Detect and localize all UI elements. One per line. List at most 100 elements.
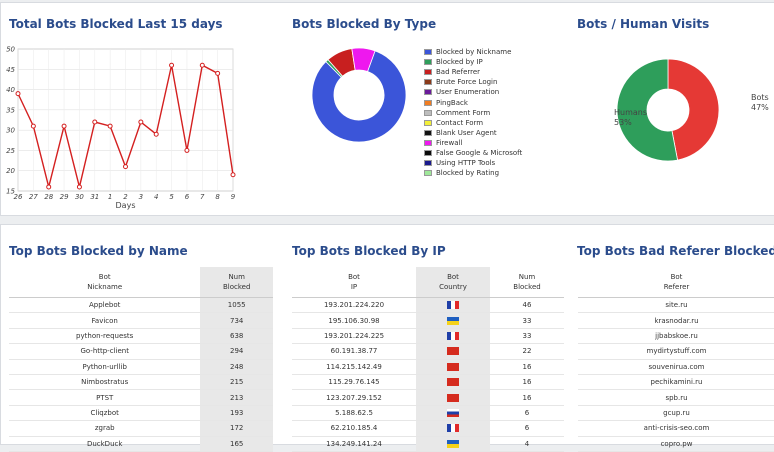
- ip-title: Top Bots Blocked By IP: [292, 244, 446, 258]
- blocked-by-type-donut: [311, 47, 407, 143]
- table-row: souvenirua.com: [578, 359, 774, 375]
- data-point: [30, 123, 36, 129]
- y-tick-label: 40: [6, 86, 15, 94]
- ip-cell: 115.29.76.145: [292, 374, 416, 391]
- country-cell: [416, 374, 490, 391]
- x-tick-label: 27: [29, 193, 38, 201]
- ip-header: Num Blocked: [490, 267, 564, 298]
- legend-item: Brute Force Login: [424, 77, 522, 87]
- top-panel: Total Bots Blocked Last 15 days 15 20 25 30…: [0, 2, 774, 216]
- x-tick-label: 28: [44, 193, 53, 201]
- names-cell: 734: [200, 312, 273, 329]
- table-row: mydirtystuff.com: [578, 343, 774, 360]
- ip-header: Bot IP: [292, 267, 416, 298]
- x-axis-label: Days: [116, 201, 136, 210]
- names-cell: python-requests: [9, 328, 201, 345]
- names-header: Num Blocked: [200, 267, 273, 298]
- referer-cell: pechikamini.ru: [578, 374, 774, 391]
- referer-cell: spb.ru: [578, 389, 774, 406]
- legend-swatch: [424, 79, 432, 86]
- header-label: Num: [228, 273, 245, 281]
- names-cell: 248: [200, 359, 273, 375]
- table-row: 195.106.30.98 33: [292, 312, 564, 329]
- legend-swatch: [424, 109, 432, 116]
- table-row: jjbabskoe.ru: [578, 328, 774, 345]
- names-cell: 215: [200, 374, 273, 391]
- slice-blocked-by-nickname: [311, 50, 407, 143]
- type-title: Bots Blocked By Type: [292, 17, 437, 31]
- names-cell: Python-urllib: [9, 359, 201, 375]
- table-row: copro.pw: [578, 436, 774, 452]
- legend-item: Blocked by Nickname: [424, 47, 522, 57]
- flag-icon-cn: [447, 393, 459, 402]
- table-row: zgrab 172: [9, 420, 273, 437]
- names-cell: PTST: [9, 389, 201, 406]
- bottom-panel: Top Bots Blocked by Name Bot Nickname Num B…: [0, 224, 774, 452]
- names-cell: 193: [200, 405, 273, 422]
- referer-cell: souvenirua.com: [578, 359, 774, 375]
- legend-label: False Google & Microsoft: [436, 148, 523, 157]
- slice-humans: [616, 58, 679, 162]
- x-tick-label: 30: [75, 193, 84, 201]
- referer-cell: jjbabskoe.ru: [578, 328, 774, 345]
- x-tick-label: 4: [154, 193, 158, 201]
- header-label: IP: [350, 283, 358, 291]
- legend-swatch: [424, 129, 432, 136]
- header-label: Bot: [670, 273, 683, 281]
- table-row: 193.201.224.220 46: [292, 297, 564, 314]
- legend-item: PingBack: [424, 97, 522, 107]
- country-cell: [416, 405, 490, 422]
- country-cell: [416, 359, 490, 375]
- ip-cell: 193.201.224.220: [292, 297, 416, 314]
- legend-swatch: [424, 69, 432, 76]
- referer-cell: anti-crisis-seo.com: [578, 420, 774, 437]
- table-row: anti-crisis-seo.com: [578, 420, 774, 437]
- names-cell: Applebot: [9, 297, 201, 314]
- legend-item: Using HTTP Tools: [424, 158, 522, 168]
- x-tick-label: 26: [14, 193, 23, 201]
- x-tick-label: 2: [123, 193, 128, 201]
- x-tick-label: 31: [90, 193, 99, 201]
- legend-label: Brute Force Login: [436, 78, 498, 87]
- y-tick-label: 30: [6, 127, 15, 135]
- flag-icon-cn: [447, 347, 459, 356]
- legend-swatch: [424, 49, 432, 56]
- table-row: 114.215.142.49 16: [292, 359, 564, 375]
- flag-icon-cn: [447, 378, 459, 387]
- x-tick-label: 9: [231, 193, 236, 201]
- names-cell: Favicon: [9, 312, 201, 329]
- referer-table: Bot Referer site.ru krasnodar.ru jjbabskoe.r…: [578, 267, 774, 452]
- names-cell: Cliqzbot: [9, 405, 201, 422]
- x-tick-label: 3: [139, 193, 143, 201]
- table-row: 134.249.141.24 4: [292, 436, 564, 452]
- ip-cell: 123.207.29.152: [292, 389, 416, 406]
- legend-swatch: [424, 59, 432, 66]
- referer-cell: krasnodar.ru: [578, 312, 774, 329]
- header-label: Country: [439, 283, 467, 291]
- flag-icon-fr: [447, 331, 459, 340]
- table-row: Applebot 1055: [9, 297, 273, 314]
- table-row: pechikamini.ru: [578, 374, 774, 391]
- legend-swatch: [424, 119, 432, 126]
- humans-percent: 53%: [614, 118, 632, 127]
- legend-swatch: [424, 170, 432, 177]
- flag-icon-fr: [447, 424, 459, 433]
- ip-cell: 62.210.185.4: [292, 420, 416, 437]
- names-cell: DuckDuck: [9, 436, 201, 452]
- header-label: Blocked: [513, 283, 541, 291]
- x-tick-label: 7: [200, 193, 205, 201]
- total-blocked-title: Total Bots Blocked Last 15 days: [9, 17, 223, 31]
- table-row: gcup.ru: [578, 405, 774, 422]
- x-tick-label: 6: [185, 193, 190, 201]
- y-tick-label: 50: [6, 46, 15, 54]
- ip-cell: 114.215.142.49: [292, 359, 416, 375]
- x-tick-label: 5: [169, 193, 174, 201]
- country-cell: [416, 420, 490, 437]
- blocked-by-type-legend: Blocked by Nickname Blocked by IP Bad Refe…: [424, 47, 522, 178]
- legend-item: False Google & Microsoft: [424, 148, 522, 158]
- data-point: [230, 172, 236, 178]
- data-point: [76, 184, 82, 190]
- legend-label: Firewall: [436, 138, 463, 147]
- data-point: [15, 91, 21, 97]
